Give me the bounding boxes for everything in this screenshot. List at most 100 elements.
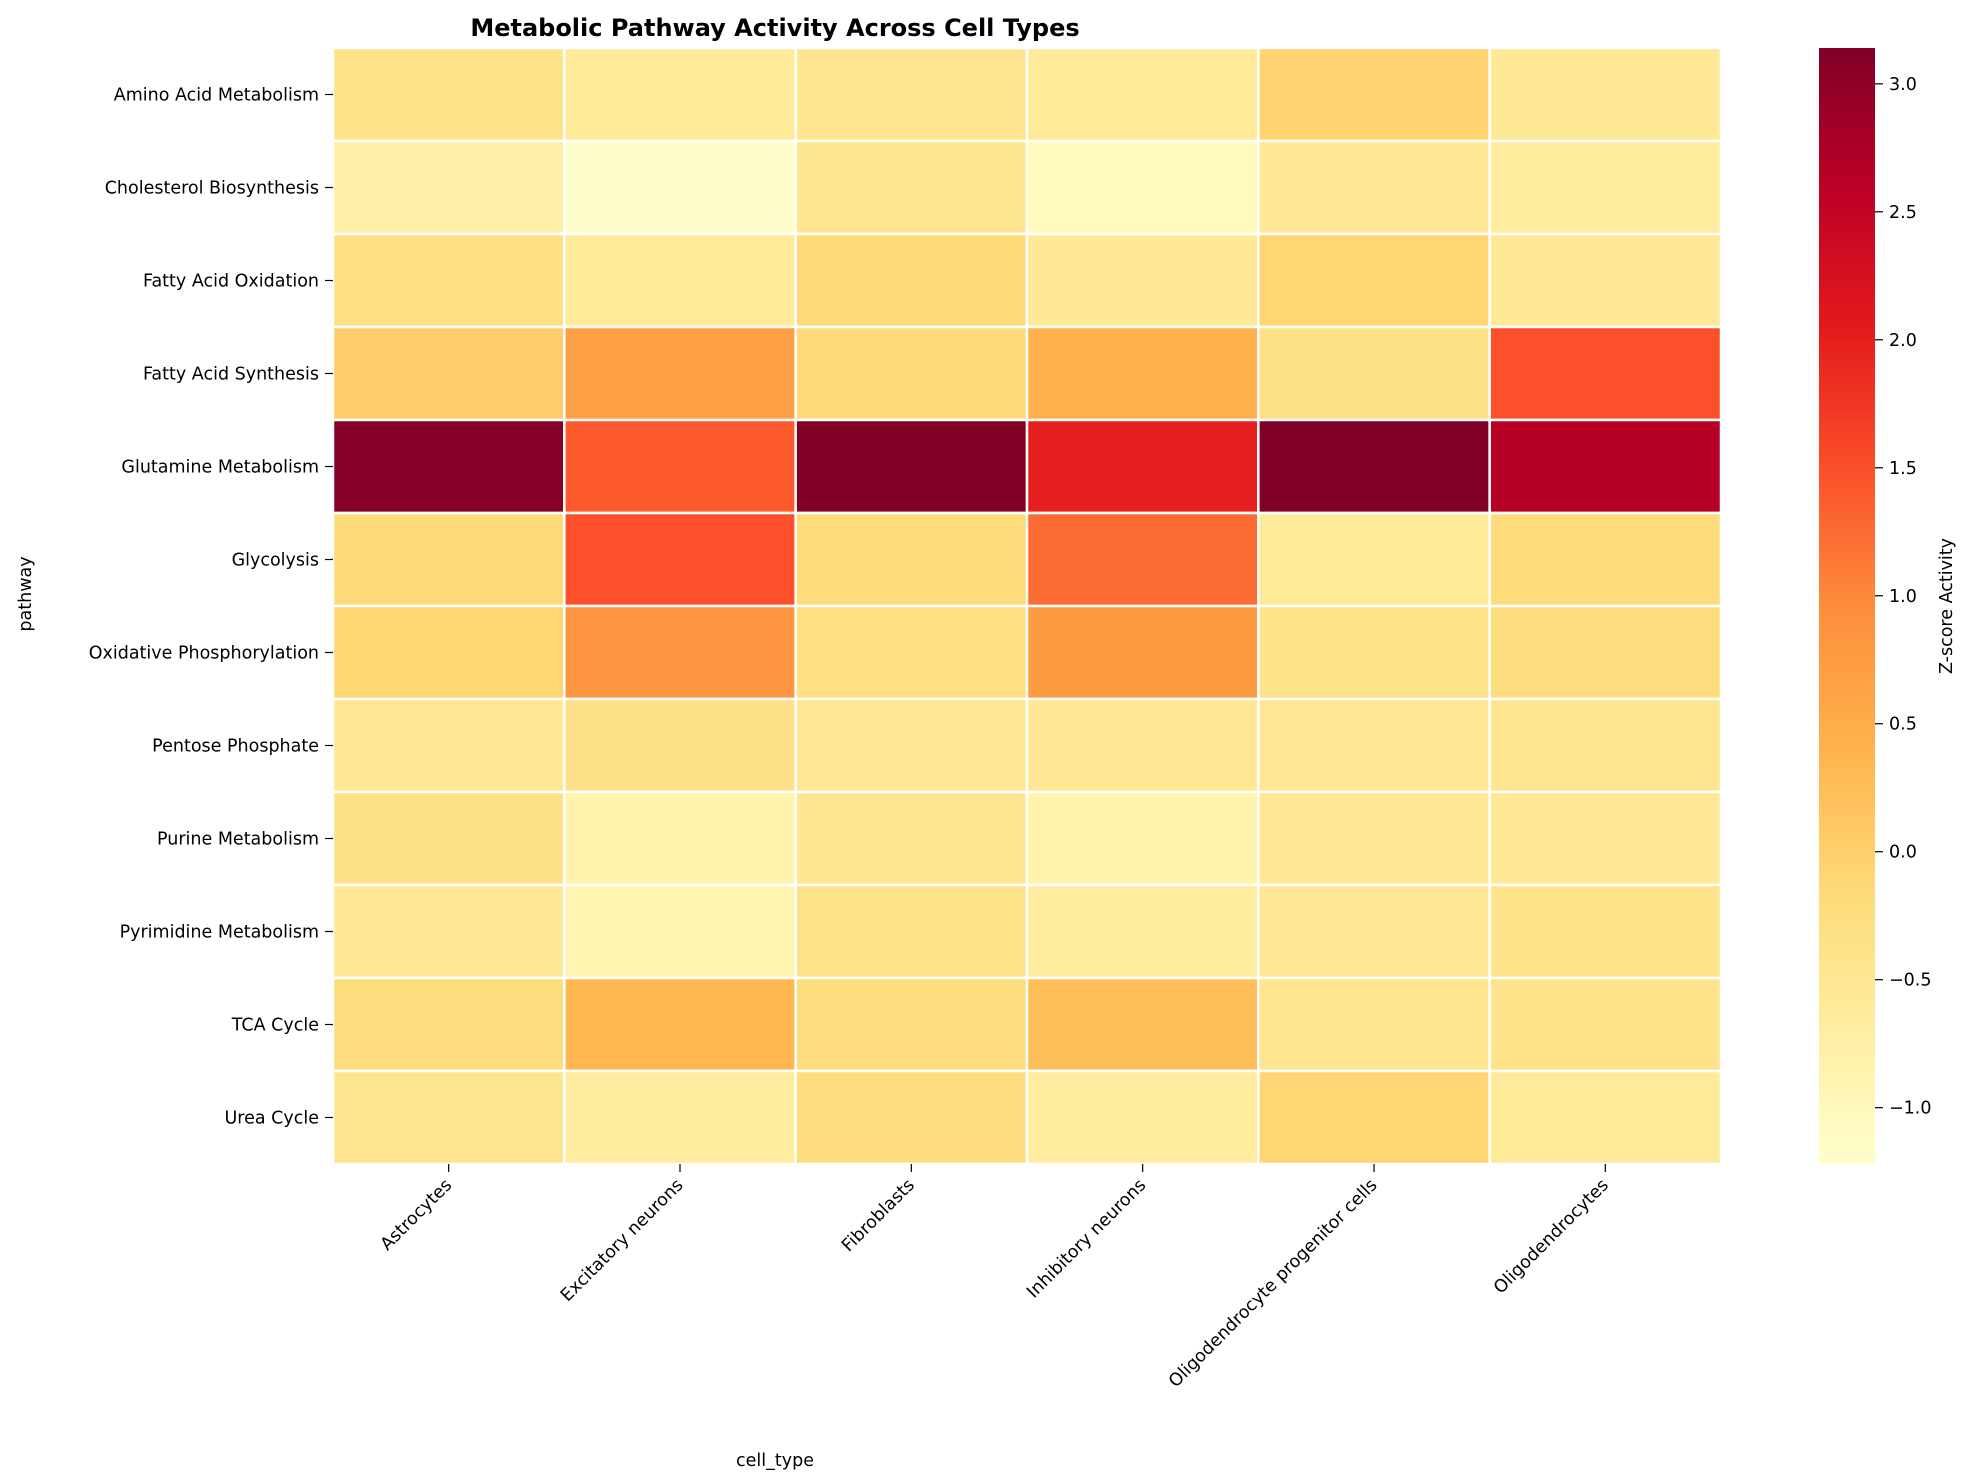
heatmap-cell — [1488, 604, 1723, 701]
heatmap-cell — [1025, 697, 1260, 794]
heatmap-cell — [1025, 883, 1260, 980]
heatmap-cell — [331, 418, 566, 515]
heatmap-cell — [1488, 418, 1723, 515]
y-axis-ticks: Amino Acid Metabolism Cholesterol Biosynt… — [89, 86, 333, 1129]
heatmap-cells — [331, 46, 1723, 1166]
y-axis-label: pathway — [16, 556, 36, 631]
heatmap-cell — [331, 139, 566, 236]
heatmap-cell — [794, 976, 1029, 1073]
colorbar-label: Z-score Activity — [1937, 538, 1957, 674]
chart-title: Metabolic Pathway Activity Across Cell T… — [470, 14, 1079, 42]
x-tick-label: Oligodendrocyte progenitor cells — [1165, 1175, 1381, 1391]
heatmap-cell — [1488, 232, 1723, 329]
heatmap-cell — [794, 325, 1029, 422]
heatmap-cell — [1257, 46, 1491, 143]
heatmap-cell — [1257, 139, 1491, 236]
heatmap-cell — [1488, 511, 1723, 608]
colorbar-tick-label: 2.5 — [1889, 203, 1917, 223]
heatmap-cell — [563, 139, 797, 236]
y-tick-label: Amino Acid Metabolism — [114, 86, 319, 106]
heatmap-cell — [1257, 232, 1491, 329]
heatmap-cell — [1257, 604, 1491, 701]
heatmap-cell — [794, 418, 1029, 515]
heatmap-cell — [1488, 976, 1723, 1073]
x-axis-label: cell_type — [736, 1451, 814, 1471]
heatmap-cell — [1257, 511, 1491, 608]
heatmap-cell — [1025, 232, 1260, 329]
colorbar-tick-label: 2.0 — [1889, 331, 1917, 351]
heatmap-cell — [331, 232, 566, 329]
heatmap-cell — [331, 883, 566, 980]
heatmap-cell — [331, 1069, 566, 1166]
y-tick-label: Cholesterol Biosynthesis — [105, 179, 319, 199]
colorbar-tick-label: −0.5 — [1889, 971, 1932, 991]
heatmap-cell — [1025, 139, 1260, 236]
colorbar-tick-label: 0.0 — [1889, 843, 1917, 863]
heatmap-cell — [1025, 46, 1260, 143]
x-tick-label: Astrocytes — [377, 1175, 456, 1254]
heatmap-cell — [794, 883, 1029, 980]
y-tick-label: Pyrimidine Metabolism — [120, 923, 319, 943]
heatmap-cell — [563, 976, 797, 1073]
x-axis-ticks: Astrocytes Excitatory neurons Fibroblasts I… — [377, 1164, 1613, 1392]
y-tick-label: Glutamine Metabolism — [121, 458, 319, 478]
y-tick-label: TCA Cycle — [231, 1016, 319, 1036]
heatmap-cell — [331, 790, 566, 887]
heatmap-cell — [1488, 1069, 1723, 1166]
heatmap-cell — [794, 604, 1029, 701]
heatmap-cell — [794, 139, 1029, 236]
heatmap-cell — [794, 790, 1029, 887]
heatmap-cell — [1488, 697, 1723, 794]
y-tick-label: Glycolysis — [232, 551, 319, 571]
colorbar-gradient — [1819, 48, 1875, 1164]
heatmap-cell — [331, 604, 566, 701]
heatmap-cell — [331, 325, 566, 422]
heatmap-cell — [1488, 46, 1723, 143]
heatmap-cell — [794, 46, 1029, 143]
colorbar-tick-label: 1.5 — [1889, 459, 1917, 479]
heatmap-cell — [1257, 790, 1491, 887]
x-tick-label: Excitatory neurons — [557, 1175, 687, 1305]
heatmap-cell — [1488, 139, 1723, 236]
heatmap-cell — [1025, 325, 1260, 422]
heatmap-cell — [1257, 976, 1491, 1073]
heatmap-cell — [1257, 1069, 1491, 1166]
heatmap-cell — [1488, 883, 1723, 980]
heatmap-cell — [1257, 883, 1491, 980]
y-tick-label: Purine Metabolism — [157, 830, 319, 850]
heatmap-cell — [563, 418, 797, 515]
heatmap-cell — [563, 1069, 797, 1166]
colorbar-tick-label: −1.0 — [1889, 1099, 1932, 1119]
y-tick-label: Fatty Acid Oxidation — [143, 272, 319, 292]
y-tick-label: Fatty Acid Synthesis — [143, 365, 319, 385]
heatmap-cell — [1025, 976, 1260, 1073]
heatmap-cell — [794, 232, 1029, 329]
heatmap-cell — [1025, 511, 1260, 608]
heatmap-cell — [563, 325, 797, 422]
heatmap-cell — [1025, 790, 1260, 887]
heatmap-cell — [563, 790, 797, 887]
heatmap-cell — [331, 976, 566, 1073]
x-tick-label: Oligodendrocytes — [1490, 1175, 1613, 1298]
heatmap-cell — [563, 697, 797, 794]
heatmap-cell — [331, 511, 566, 608]
heatmap-cell — [1257, 418, 1491, 515]
heatmap-cell — [563, 604, 797, 701]
colorbar-ticks: −1.0 −0.5 0.0 0.5 1.0 1.5 2.0 2.5 3.0 — [1875, 75, 1932, 1119]
x-tick-label: Inhibitory neurons — [1023, 1175, 1150, 1302]
heatmap-cell — [1488, 325, 1723, 422]
colorbar-tick-label: 1.0 — [1889, 587, 1917, 607]
heatmap-cell — [1257, 697, 1491, 794]
heatmap-cell — [794, 697, 1029, 794]
y-tick-label: Urea Cycle — [225, 1109, 320, 1129]
y-tick-label: Pentose Phosphate — [152, 737, 319, 757]
colorbar-tick-label: 3.0 — [1889, 75, 1917, 95]
x-tick-label: Fibroblasts — [838, 1175, 919, 1256]
heatmap-cell — [1025, 604, 1260, 701]
heatmap-cell — [331, 697, 566, 794]
heatmap-cell — [1025, 418, 1260, 515]
heatmap-cell — [1025, 1069, 1260, 1166]
heatmap-cell — [794, 511, 1029, 608]
heatmap-cell — [563, 46, 797, 143]
